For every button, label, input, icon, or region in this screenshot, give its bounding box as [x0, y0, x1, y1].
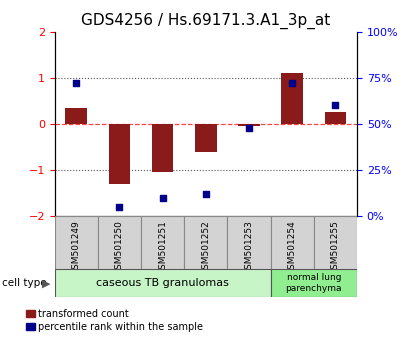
Text: GSM501254: GSM501254 — [288, 220, 297, 275]
Bar — [195, 124, 217, 152]
Text: caseous TB granulomas: caseous TB granulomas — [96, 278, 229, 288]
Point — [73, 81, 79, 86]
Bar — [281, 73, 303, 124]
Bar — [325, 113, 346, 124]
Bar — [270, 269, 357, 297]
Text: GSM501249: GSM501249 — [72, 220, 81, 275]
Bar — [66, 108, 87, 124]
Point — [116, 204, 123, 210]
Bar — [55, 216, 98, 269]
Point — [332, 103, 339, 108]
Point — [202, 191, 209, 197]
Bar — [55, 269, 270, 297]
Text: GSM501252: GSM501252 — [201, 220, 210, 275]
Bar — [98, 216, 141, 269]
Text: GSM501253: GSM501253 — [244, 220, 254, 275]
Bar — [227, 216, 270, 269]
Text: normal lung
parenchyma: normal lung parenchyma — [286, 274, 342, 293]
Text: GSM501250: GSM501250 — [115, 220, 124, 275]
Point — [289, 81, 296, 86]
Point — [159, 195, 166, 200]
Bar — [270, 216, 314, 269]
Legend: transformed count, percentile rank within the sample: transformed count, percentile rank withi… — [26, 309, 204, 332]
Bar — [152, 124, 173, 172]
Text: ▶: ▶ — [42, 278, 50, 288]
Bar — [314, 216, 357, 269]
Bar — [238, 124, 260, 126]
Point — [246, 125, 252, 130]
Text: GSM501255: GSM501255 — [331, 220, 340, 275]
Title: GDS4256 / Hs.69171.3.A1_3p_at: GDS4256 / Hs.69171.3.A1_3p_at — [81, 13, 331, 29]
Text: cell type: cell type — [2, 278, 47, 288]
Bar — [184, 216, 227, 269]
Text: GSM501251: GSM501251 — [158, 220, 167, 275]
Bar — [141, 216, 184, 269]
Bar — [109, 124, 130, 184]
